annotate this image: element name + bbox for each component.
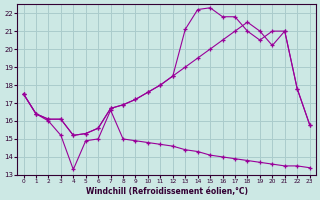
X-axis label: Windchill (Refroidissement éolien,°C): Windchill (Refroidissement éolien,°C) <box>85 187 248 196</box>
